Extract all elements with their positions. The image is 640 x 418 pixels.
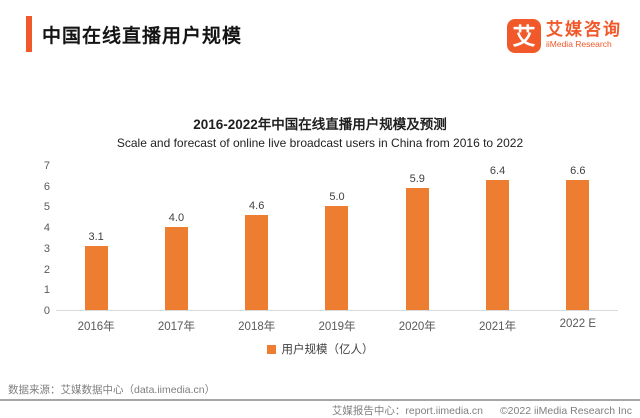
logo-text: 艾媒咨询 iiMedia Research [546,19,622,50]
bar-value-label: 3.1 [88,230,104,243]
logo-name-cn: 艾媒咨询 [546,20,622,39]
y-tick-label: 6 [43,180,50,193]
y-tick-label: 4 [43,222,50,235]
page-title: 中国在线直播用户规模 [42,26,243,47]
bar-slot: 4.0 [136,166,216,310]
bar-slot: 3.1 [56,166,136,310]
bar-chart: 0 1 2 3 4 5 6 7 3.1 4.0 4.6 5.0 5.9 6.4 6.6 2016年 2017… [34,160,618,334]
chart-legend: 用户规模（亿人） [0,341,640,357]
x-axis-label: 2018年 [238,321,276,333]
header: 中国在线直播用户规模 艾 艾媒咨询 iiMedia Research [0,0,640,70]
x-axis-labels: 2016年 2017年 2018年 2019年 2020年 2021年 2022 E [56,311,618,334]
logo-name-en: iiMedia Research [546,39,612,50]
footer-divider [0,399,640,401]
report-center-link: 艾媒报告中心：report.iimedia.cn [331,405,484,417]
bar-value-label: 6.6 [570,165,586,177]
y-tick-label: 1 [43,284,50,297]
title-accent-bar [26,16,32,52]
bar-slot: 5.0 [297,166,377,310]
plot-area: 3.1 4.0 4.6 5.0 5.9 6.4 6.6 [56,166,618,311]
bar-value-label: 5.9 [409,172,425,185]
bar-value-label: 6.4 [489,165,506,177]
y-tick-label: 2 [43,263,50,276]
bar-slot: 5.9 [377,166,457,310]
bar [325,206,349,310]
x-axis-label: 2017年 [157,321,195,333]
y-tick-label: 5 [43,201,50,214]
x-axis-label: 2021年 [479,321,517,333]
bar-value-label: 4.6 [249,199,265,212]
iimedia-logo: 艾 艾媒咨询 iiMedia Research [507,19,622,53]
data-source-note: 数据来源：艾媒数据中心（data.iimedia.cn） [8,384,216,396]
bar [566,180,590,310]
x-axis-label: 2022 E [559,318,597,330]
bar [164,227,188,310]
iimedia-logo-icon: 艾 [507,19,541,53]
legend-swatch-icon [266,344,276,354]
bar-slot: 6.6 [538,166,618,310]
chart-subtitle: Scale and forecast of online live broadc… [116,136,524,150]
bar [245,214,269,310]
y-axis: 0 1 2 3 4 5 6 7 [34,160,56,317]
y-tick-label: 3 [43,242,50,255]
chart-title: 2016-2022年中国在线直播用户规模及预测 [193,117,447,132]
bar-slot: 6.4 [457,166,537,310]
legend-label: 用户规模（亿人） [281,344,374,356]
bar-slot: 4.6 [217,166,297,310]
bar [486,180,510,310]
bar-value-label: 4.0 [168,212,185,225]
y-tick-label: 0 [43,305,50,317]
y-tick-label: 7 [43,160,50,172]
footer-credits: 艾媒报告中心：report.iimedia.cn ©2022 iiMedia R… [318,403,632,418]
x-axis-label: 2016年 [77,321,115,333]
x-axis-label: 2020年 [398,321,436,333]
copyright-text: ©2022 iiMedia Research Inc [499,405,632,417]
bar-value-label: 5.0 [329,191,345,204]
bar [405,187,429,310]
bar [84,245,108,310]
x-axis-label: 2019年 [318,321,356,333]
